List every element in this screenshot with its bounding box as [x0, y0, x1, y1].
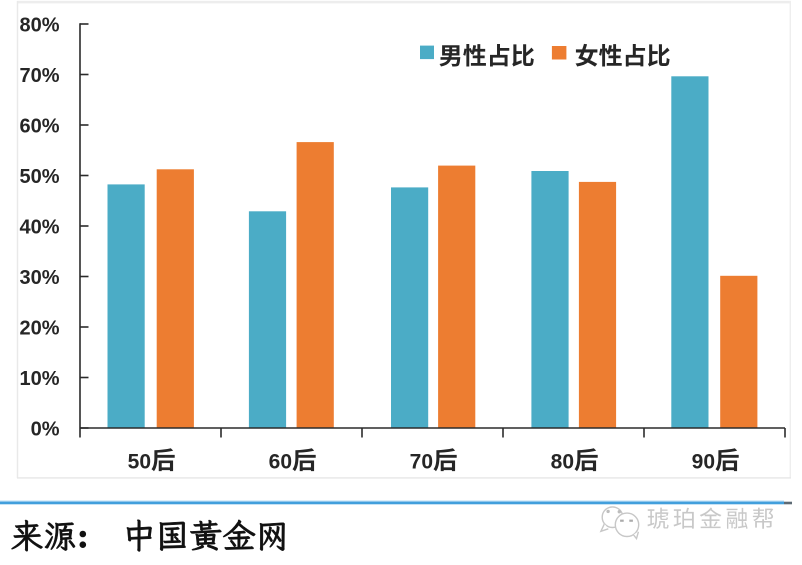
svg-text:50: 50	[128, 451, 151, 474]
svg-text:60%: 60%	[19, 115, 59, 137]
svg-text:80%: 80%	[19, 14, 59, 36]
svg-text:40%: 40%	[19, 216, 59, 238]
svg-text:0%: 0%	[31, 418, 60, 440]
svg-text:70: 70	[410, 451, 433, 474]
svg-text:80: 80	[551, 451, 574, 474]
svg-text:10%: 10%	[19, 368, 59, 390]
svg-text:90: 90	[692, 451, 715, 474]
svg-text:70%: 70%	[19, 65, 59, 87]
svg-text:60: 60	[269, 451, 292, 474]
svg-text:30%: 30%	[19, 267, 59, 289]
svg-text:50%: 50%	[19, 166, 59, 188]
svg-text:20%: 20%	[19, 317, 59, 339]
